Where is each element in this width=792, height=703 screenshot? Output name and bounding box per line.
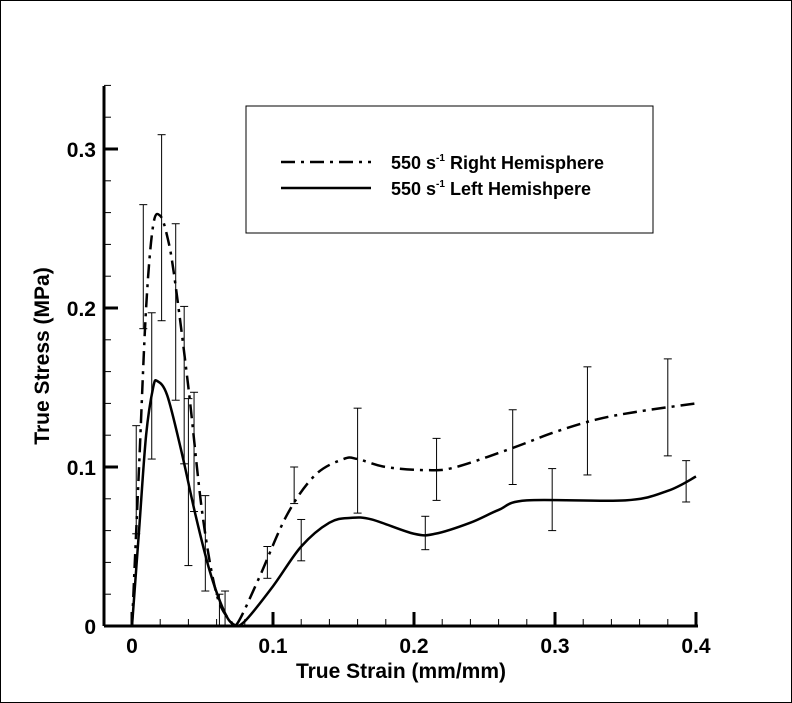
x-tick-label: 0 (126, 635, 138, 658)
y-tick-label: 0.3 (67, 139, 96, 162)
x-tick-label: 0.1 (258, 635, 288, 658)
y-tick-label: 0.1 (67, 457, 97, 480)
legend-box (245, 105, 654, 234)
error-bar (147, 312, 156, 460)
series-left-hemisphere (130, 378, 697, 628)
error-bar (139, 204, 148, 330)
error-bar (201, 495, 210, 592)
series-right-hemisphere (130, 212, 697, 628)
y-tick-label: 0.2 (67, 298, 96, 321)
y-axis-label: True Stress (MPa) (31, 267, 54, 444)
legend-label-right: 550 s-1 Right Hemisphere (391, 153, 604, 173)
y-tick-label: 0 (84, 616, 96, 639)
x-tick-label: 0.2 (399, 635, 428, 658)
error-bar (421, 515, 430, 551)
x-tick-label: 0.3 (540, 635, 569, 658)
legend: 550 s-1 Right Hemisphere 550 s-1 Left He… (245, 105, 654, 234)
error-bar (171, 223, 180, 401)
error-bar (157, 134, 166, 322)
error-bar (663, 358, 672, 457)
error-bar (263, 546, 272, 579)
x-tick-label: 0.4 (681, 635, 711, 658)
error-bar (353, 407, 362, 514)
error-bar (297, 518, 306, 562)
error-bar (290, 466, 299, 505)
x-axis-label: True Strain (mm/mm) (296, 660, 506, 683)
legend-label-left: 550 s-1 Left Hemishpere (391, 179, 591, 199)
